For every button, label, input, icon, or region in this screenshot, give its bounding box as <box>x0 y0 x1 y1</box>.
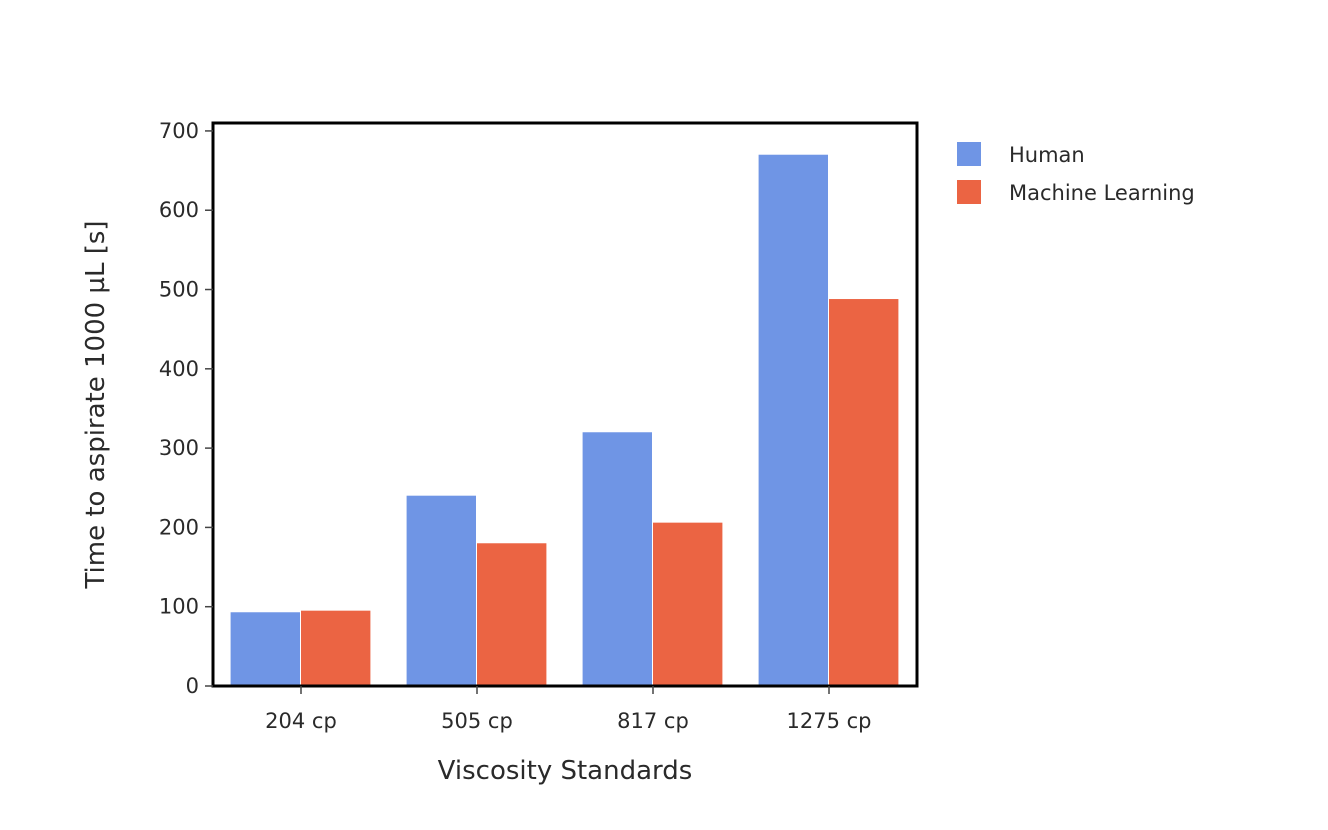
y-tick-label: 500 <box>159 278 199 302</box>
bar-human-3[interactable] <box>758 154 828 686</box>
x-tick-label: 505 cp <box>441 709 513 733</box>
y-tick-label: 100 <box>159 595 199 619</box>
bar-human-0[interactable] <box>230 612 300 686</box>
legend-swatch-human[interactable] <box>957 142 981 166</box>
bar-human-2[interactable] <box>582 432 652 686</box>
y-axis: 0 100 200 300 400 500 600 700 <box>159 119 213 698</box>
bar-machine-learning-1[interactable] <box>477 543 547 686</box>
y-tick-label: 300 <box>159 436 199 460</box>
bar-machine-learning-2[interactable] <box>653 522 723 686</box>
x-tick-label: 1275 cp <box>787 709 872 733</box>
y-tick-label: 700 <box>159 119 199 143</box>
y-axis-title: Time to aspirate 1000 µL [s] <box>81 220 111 589</box>
y-tick-label: 200 <box>159 515 199 539</box>
y-tick-label: 600 <box>159 198 199 222</box>
legend-swatch-machine-learning[interactable] <box>957 180 981 204</box>
legend-label-human[interactable]: Human <box>1009 143 1085 167</box>
bar-human-1[interactable] <box>406 495 476 686</box>
legend[interactable]: Human Machine Learning <box>957 142 1195 205</box>
bars-layer <box>230 154 899 686</box>
plot-frame <box>211 121 919 688</box>
legend-label-machine-learning[interactable]: Machine Learning <box>1009 181 1195 205</box>
x-tick-label: 204 cp <box>265 709 337 733</box>
x-axis: 204 cp 505 cp 817 cp 1275 cp <box>265 686 872 733</box>
bar-machine-learning-0[interactable] <box>301 610 371 686</box>
bar-machine-learning-3[interactable] <box>829 299 899 686</box>
x-axis-title: Viscosity Standards <box>438 756 693 786</box>
y-tick-label: 0 <box>186 674 199 698</box>
y-tick-label: 400 <box>159 357 199 381</box>
x-tick-label: 817 cp <box>617 709 689 733</box>
